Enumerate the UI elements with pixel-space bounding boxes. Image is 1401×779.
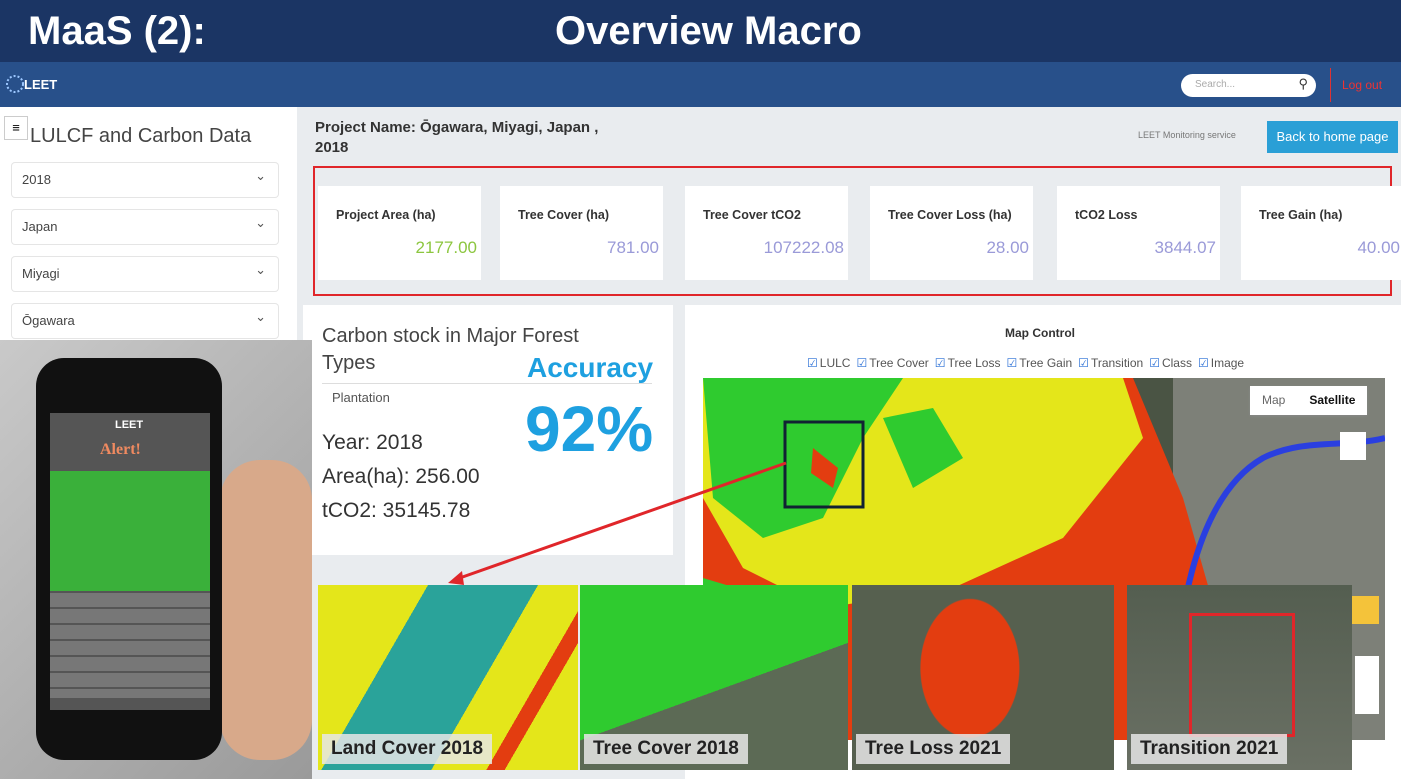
search-icon: ⚲ (1298, 76, 1308, 91)
thumbnail: Tree Cover 2018 (580, 585, 848, 770)
slide-title-right: Overview Macro (555, 9, 862, 53)
carbon-area: Area(ha): 256.00 (322, 465, 480, 488)
stat-value: 40.00 (1357, 238, 1400, 257)
logout[interactable]: Log out (1342, 78, 1383, 92)
layer-checkbox[interactable]: LULC (807, 356, 851, 370)
layer-checkbox[interactable]: Class (1149, 356, 1192, 370)
navbar: LEET Search... ⚲ Log out (0, 62, 1401, 107)
phone: LEET Alert! (36, 358, 222, 760)
accuracy-label: Accuracy (527, 352, 654, 383)
carbon-title: Carbon stock in Major Forest Types (322, 325, 579, 374)
phone-alert: Alert! (100, 441, 141, 458)
filter-dropdown[interactable]: 2018 (12, 159, 278, 197)
thumbnail: Land Cover 2018 (318, 585, 578, 770)
slide-title-left: MaaS (2): (28, 9, 206, 53)
stat-value: 3844.07 (1154, 238, 1216, 257)
service-label: LEET Monitoring service (1138, 130, 1236, 140)
layer-checkbox[interactable]: Tree Gain (1006, 356, 1072, 370)
thumbnail-caption: Transition 2021 (1131, 734, 1288, 764)
arrow (448, 461, 787, 585)
carbon-card: Carbon stock in Major Forest Types Plant… (303, 305, 673, 555)
forest-type-select[interactable]: Plantation (322, 383, 652, 412)
stat-value: 28.00 (986, 238, 1029, 257)
stat-card: tCO2 Loss 3844.07 (1057, 186, 1220, 280)
layer-checkbox[interactable]: Transition (1078, 356, 1143, 370)
map-type-button[interactable]: Map (1262, 393, 1286, 407)
carbon-tco2: tCO2: 35145.78 (322, 499, 471, 522)
layer-checkbox[interactable]: Tree Loss (935, 356, 1001, 370)
thumbnail-caption: Tree Loss 2021 (856, 734, 1011, 764)
slide-header: MaaS (2): Overview Macro (0, 0, 1401, 62)
thumbnail-caption: Land Cover 2018 (322, 734, 493, 764)
phone-map (50, 471, 210, 591)
menu-toggle[interactable]: ≡ (4, 116, 28, 140)
map-type-toggle: Map Satellite (1250, 386, 1368, 415)
project-name: Project Name: Ōgawara, Miyagi, Japan , 2… (315, 119, 599, 156)
thumbnail: Transition 2021 (1127, 585, 1352, 770)
highlight-box (1189, 613, 1295, 737)
layer-checkboxes: LULC Tree Cover Tree Loss Tree Gain Transiti… (807, 354, 1250, 372)
hand (220, 460, 312, 760)
search-box[interactable]: Search... ⚲ (1181, 74, 1316, 97)
filter-dropdown[interactable]: Ōgawara (12, 300, 278, 338)
carbon-year: Year: 2018 (322, 431, 423, 454)
stat-card: Project Area (ha) 2177.00 (318, 186, 481, 280)
thumbnail: Tree Loss 2021 (852, 585, 1114, 770)
stat-card: Tree Cover tCO2 107222.08 (685, 186, 848, 280)
stat-label: tCO2 Loss (1075, 208, 1138, 222)
sidebar-title: LULCF and Carbon Data (30, 125, 252, 147)
stat-label: Tree Gain (ha) (1259, 208, 1343, 222)
divider (1330, 68, 1331, 102)
stat-card: Tree Cover (ha) 781.00 (500, 186, 663, 280)
thumbnail-caption: Tree Cover 2018 (584, 734, 748, 764)
filter-dropdown[interactable]: Japan (12, 206, 278, 244)
search-placeholder: Search... (1195, 79, 1236, 90)
stat-value: 2177.00 (415, 238, 477, 257)
phone-screen: LEET Alert! (50, 413, 210, 710)
stat-card: Tree Gain (ha) 40.00 (1241, 186, 1401, 280)
layer-checkbox[interactable]: Tree Cover (856, 356, 929, 370)
phone-brand: LEET (115, 419, 144, 431)
phone-table (50, 593, 210, 698)
phone-photo: LEET Alert! (0, 340, 312, 779)
stat-label: Tree Cover Loss (ha) (888, 208, 1012, 222)
layer-checkbox[interactable]: Image (1198, 356, 1244, 370)
brand[interactable]: LEET (24, 77, 58, 92)
stat-value: 107222.08 (763, 238, 844, 257)
logo-icon (6, 75, 24, 93)
accuracy-value: 92% (525, 393, 654, 465)
filter-dropdown[interactable]: Miyagi (12, 253, 278, 291)
stat-label: Tree Cover (ha) (518, 208, 610, 222)
map-control-title: Map Control (1005, 326, 1075, 340)
stat-value: 781.00 (607, 238, 659, 257)
map-type-button[interactable]: Satellite (1309, 393, 1356, 407)
stat-label: Project Area (ha) (336, 208, 436, 222)
stat-label: Tree Cover tCO2 (703, 208, 801, 222)
back-button[interactable]: Back to home page (1267, 121, 1398, 153)
stat-card: Tree Cover Loss (ha) 28.00 (870, 186, 1033, 280)
